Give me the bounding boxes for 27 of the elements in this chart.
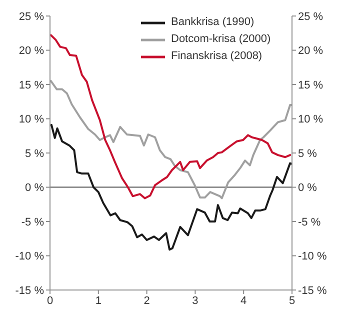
y-tick-label: 0 % [25, 182, 44, 194]
y-tick-label: 25 % [18, 10, 44, 23]
y2-tick-label: -5 % [298, 216, 321, 228]
legend-label: Finanskrisa (2008) [171, 49, 262, 64]
y2-tick-label: 10 % [298, 114, 324, 126]
y-tick-label: 15 % [18, 79, 44, 92]
y-tick-label: -15 % [15, 284, 44, 297]
y2-tick-label: -15 % [298, 284, 327, 297]
x-tick-label: 2 [144, 294, 150, 307]
y-tick-label: 5 % [25, 148, 44, 160]
x-tick-label: 4 [240, 294, 247, 307]
y2-tick-label: 20 % [298, 45, 324, 58]
x-tick-label: 0 [46, 294, 54, 307]
y-tick-label: 10 % [18, 114, 44, 126]
y2-tick-label: 15 % [298, 79, 324, 92]
y2-tick-label: 0 % [298, 182, 318, 194]
x-tick-label: 1 [95, 294, 102, 307]
y-tick-label: -5 % [21, 216, 44, 228]
y2-tick-label: 5 % [298, 148, 318, 160]
y2-tick-label: 25 % [298, 10, 324, 23]
legend-label: Bankkrisa (1990) [171, 15, 254, 30]
legend-label: Dotcom-krisa (2000) [171, 32, 271, 47]
x-tick-label: 5 [288, 294, 296, 307]
y-tick-label: 20 % [18, 45, 44, 58]
x-tick-label: 3 [192, 294, 198, 307]
y-tick-label: -10 % [15, 250, 44, 263]
y2-tick-label: -10 % [298, 250, 327, 263]
